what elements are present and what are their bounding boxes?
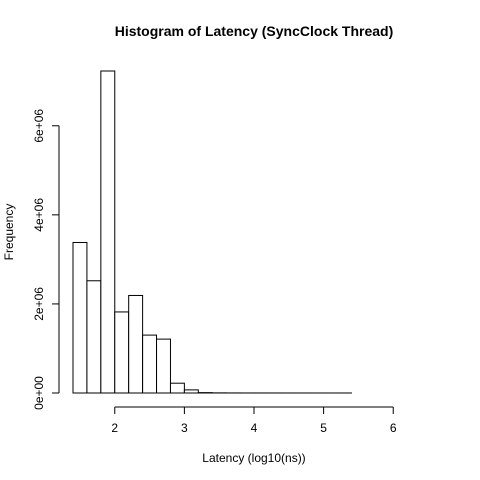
- x-tick-label-2: 2: [111, 421, 118, 435]
- x-axis-label: Latency (log10(ns)): [202, 451, 305, 465]
- histogram-bar-3: [114, 311, 130, 394]
- y-tick-label-0e+00: 0e+00: [32, 376, 46, 410]
- y-tick-label-6e+06: 6e+06: [32, 109, 46, 143]
- histogram-bar-0: [72, 241, 88, 394]
- y-axis: 0e+00 2e+06 4e+06 6e+06: [32, 109, 60, 410]
- x-axis: 2 3 4 5 6: [111, 406, 397, 435]
- y-axis-label: Frequency: [2, 204, 16, 261]
- y-tick-label-2e+06: 2e+06: [32, 287, 46, 321]
- histogram-bars: [72, 70, 352, 394]
- histogram-bar-7: [169, 382, 185, 394]
- y-tick-label-4e+06: 4e+06: [32, 198, 46, 232]
- x-tick-label-4: 4: [251, 421, 258, 435]
- histogram-bar-4: [128, 294, 144, 394]
- histogram-bar-6: [156, 338, 171, 394]
- histogram-bar-1: [86, 280, 102, 394]
- histogram-bar-8: [183, 389, 199, 394]
- histogram-bar-2: [100, 70, 116, 394]
- x-tick-label-3: 3: [181, 421, 188, 435]
- histogram-bar-5: [142, 334, 158, 394]
- x-tick-label-5: 5: [320, 421, 327, 435]
- chart-title: Histogram of Latency (SyncClock Thread): [115, 23, 394, 39]
- x-tick-label-6: 6: [390, 421, 397, 435]
